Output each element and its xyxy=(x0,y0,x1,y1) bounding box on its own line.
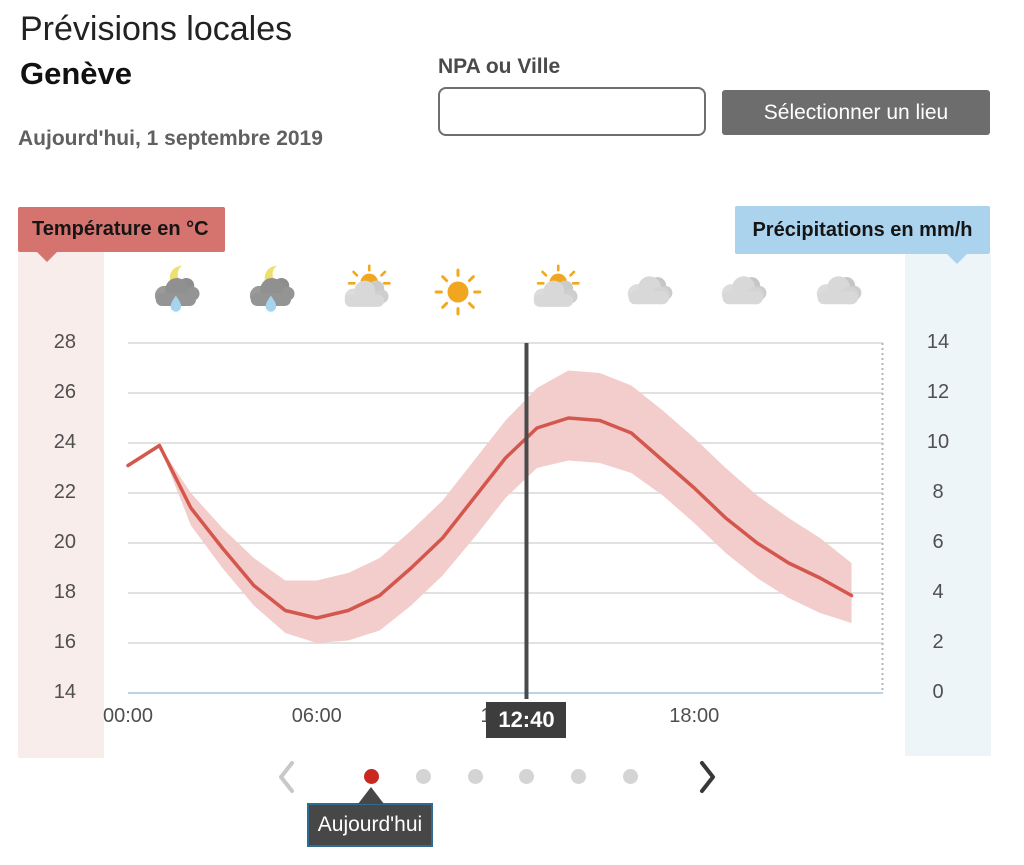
day-dot-active[interactable] xyxy=(364,769,379,784)
search-label: NPA ou Ville xyxy=(438,55,561,78)
uncertainty-band xyxy=(128,370,852,643)
sun-icon xyxy=(434,268,482,316)
cloud-icon xyxy=(722,276,767,305)
chevron-right-icon[interactable] xyxy=(696,759,718,798)
moon-rain-cloud-icon xyxy=(249,265,295,312)
select-location-button[interactable]: Sélectionner un lieu xyxy=(722,90,990,135)
precip-tick-label: 12 xyxy=(926,381,950,403)
temperature-axis-badge: Température en °C xyxy=(18,207,225,252)
time-tick-label: 00:00 xyxy=(102,705,154,727)
precip-tick-label: 14 xyxy=(926,331,950,353)
sun-cloud-icon xyxy=(533,264,580,307)
temp-tick-label: 14 xyxy=(53,681,76,703)
precipitation-axis-badge: Précipitations en mm/h xyxy=(735,206,990,254)
precipitation-axis-strip xyxy=(905,254,991,756)
temp-tick-label: 18 xyxy=(53,581,76,603)
precip-tick-label: 0 xyxy=(932,681,944,703)
precip-tick-label: 10 xyxy=(926,431,950,453)
forecast-chart xyxy=(126,342,884,699)
precipitation-badge-pointer-icon xyxy=(946,253,968,264)
temp-tick-label: 24 xyxy=(53,431,76,453)
day-tooltip: Aujourd'hui xyxy=(307,803,433,847)
time-tick-label: 06:00 xyxy=(291,705,342,727)
temperature-axis-strip xyxy=(18,252,104,758)
moon-rain-cloud-icon xyxy=(155,265,200,312)
sun-cloud-icon xyxy=(344,264,391,307)
cloud-icon xyxy=(816,276,862,305)
day-dot[interactable] xyxy=(623,769,638,784)
temp-tick-label: 26 xyxy=(53,381,76,403)
location-title: Genève xyxy=(20,56,133,91)
precip-tick-label: 4 xyxy=(932,581,944,603)
temperature-line xyxy=(126,416,854,620)
day-tooltip-pointer-icon xyxy=(358,787,384,804)
time-tick-label: 18:00 xyxy=(669,705,720,727)
page-title: Prévisions locales xyxy=(20,10,293,48)
day-dot[interactable] xyxy=(467,769,483,784)
temp-tick-label: 28 xyxy=(53,331,76,353)
precip-tick-label: 6 xyxy=(932,531,944,553)
cloud-icon xyxy=(627,276,673,305)
precip-tick-label: 2 xyxy=(932,631,944,653)
chevron-left-icon[interactable] xyxy=(276,759,298,798)
day-dot[interactable] xyxy=(415,769,431,784)
current-time-badge: 12:40 xyxy=(486,702,567,738)
temp-tick-label: 22 xyxy=(53,481,76,503)
day-dot[interactable] xyxy=(571,769,587,784)
temperature-badge-pointer-icon xyxy=(36,251,58,262)
temp-tick-label: 16 xyxy=(53,631,76,653)
date-subtitle: Aujourd'hui, 1 septembre 2019 xyxy=(18,127,323,150)
search-input[interactable] xyxy=(438,87,706,136)
day-dot[interactable] xyxy=(519,769,535,784)
precip-tick-label: 8 xyxy=(932,481,944,503)
temp-tick-label: 20 xyxy=(53,531,76,553)
